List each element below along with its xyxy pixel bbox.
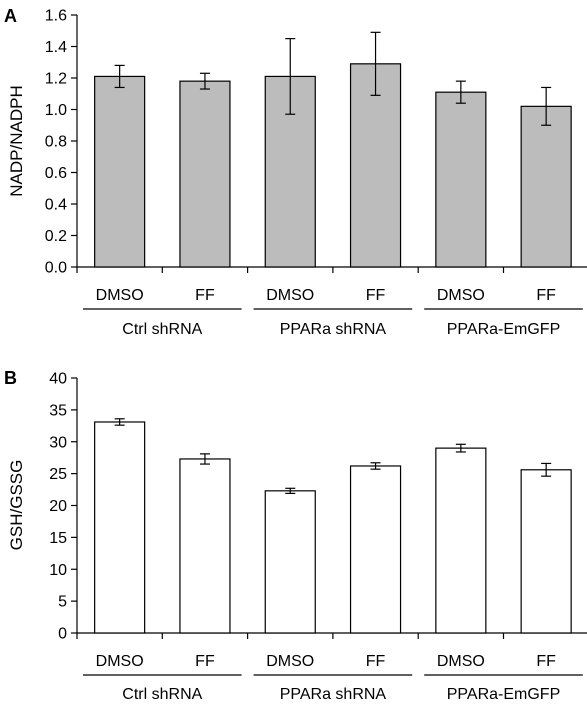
y-tick-label: 0.6 [45,165,67,182]
group-label: PPARa shRNA [280,321,387,338]
category-label: DMSO [266,287,314,304]
y-tick-label: 0.4 [45,197,67,214]
bar [264,490,316,634]
category-label: DMSO [96,287,144,304]
panel-b: B GSH/GSSG 0 5 10 15 20 25 30 35 40 DMSO FF DMSO FF DMS… [4,368,587,703]
bar [349,63,402,268]
bar [520,105,572,268]
category-label: FF [536,653,556,670]
category-label: FF [195,287,215,304]
bar [435,91,487,268]
category-label: DMSO [266,653,314,670]
bar [94,421,146,634]
y-tick-label: 10 [49,562,67,579]
group-label: PPARa-EmGFP [447,321,561,338]
y-tick-label: 1.4 [45,39,67,56]
y-tick-label: 0.0 [45,260,67,277]
y-tick-label: 1.0 [45,102,67,119]
y-tick-label: 35 [49,402,67,419]
y-tick-label: 5 [58,594,67,611]
panel-a: A NADP/NADPH 0.0 0.2 0.4 0.6 0.8 1.0 1.2 1.4 1.6 DM… [4,6,587,338]
group-label: PPARa-EmGFP [447,686,561,703]
y-axis-label: NADP/NADPH [7,85,26,196]
category-label: DMSO [437,653,485,670]
category-label: FF [366,653,386,670]
y-tick-label: 15 [49,530,67,547]
category-label: FF [536,287,556,304]
y-tick-label: 0.8 [45,134,67,151]
category-label: DMSO [437,287,485,304]
y-tick-label: 0 [58,626,67,643]
bar [94,75,146,268]
y-tick-label: 25 [49,466,67,483]
y-tick-label: 1.6 [45,8,67,25]
category-label: DMSO [96,653,144,670]
bar [349,465,402,634]
y-tick-label: 40 [49,371,67,388]
category-label: FF [195,653,215,670]
group-label: PPARa shRNA [280,686,387,703]
panel-letter: B [4,368,17,388]
bar [179,458,231,634]
group-label: Ctrl shRNA [122,321,202,338]
y-tick-label: 1.2 [45,71,67,88]
bar [179,80,231,268]
y-axis-label: GSH/GSSG [7,460,26,551]
y-tick-label: 0.2 [45,228,67,245]
y-tick-label: 30 [49,434,67,451]
group-label: Ctrl shRNA [122,686,202,703]
bar [435,447,487,634]
bar [520,469,572,634]
category-label: FF [366,287,386,304]
y-tick-label: 20 [49,498,67,515]
panel-letter: A [4,6,17,26]
